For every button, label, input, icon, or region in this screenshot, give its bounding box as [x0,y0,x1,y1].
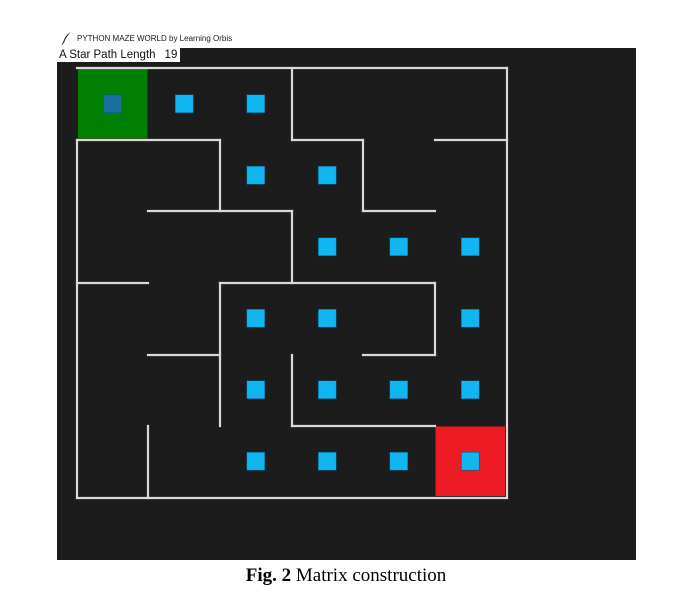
path-length-value: 19 [164,49,178,61]
path-marker [317,237,337,257]
figure-caption: Fig. 2 Matrix construction [0,565,692,587]
maze-window: PYTHON MAZE WORLD by Learning Orbis A St… [57,28,636,560]
path-length-label: A Star Path Length 19 [57,48,181,62]
caption-prefix: Fig. 2 [245,565,292,586]
path-marker [389,380,409,400]
path-marker [174,94,194,114]
path-marker [317,165,337,185]
path-length-text: A Star Path Length [59,49,156,61]
path-marker [246,380,266,400]
maze-canvas [75,66,509,500]
path-marker [460,380,480,400]
path-marker [317,451,337,471]
path-marker [246,94,266,114]
path-marker [317,380,337,400]
start-marker [103,94,123,114]
path-marker [460,308,480,328]
path-marker [389,451,409,471]
window-title: PYTHON MAZE WORLD by Learning Orbis [77,33,233,43]
title-bar: PYTHON MAZE WORLD by Learning Orbis [57,28,636,48]
feather-icon [61,32,71,45]
caption-text: Matrix construction [295,565,447,586]
path-marker [460,451,480,471]
path-marker [460,237,480,257]
path-marker [389,237,409,257]
path-marker [317,308,337,328]
path-marker [246,451,266,471]
path-marker [246,165,266,185]
path-marker [246,308,266,328]
